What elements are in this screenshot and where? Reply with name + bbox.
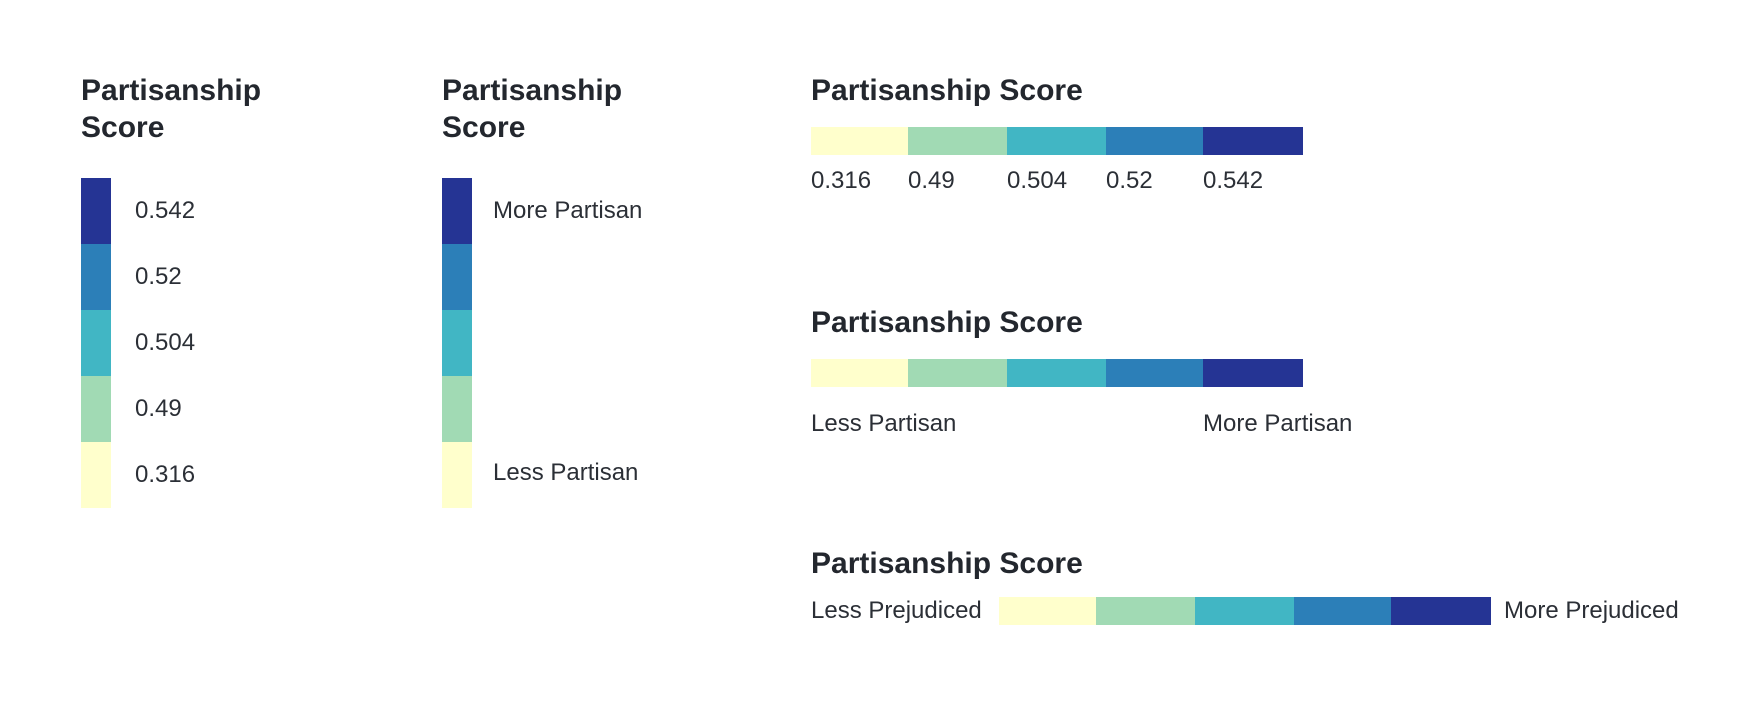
legend-title: Partisanship Score — [811, 74, 1083, 107]
scale-label-low: Less Prejudiced — [811, 597, 982, 624]
legend-vertical-numeric: Partisanship Score 0.542 0.52 0.504 0.49… — [81, 72, 341, 522]
color-swatch-bin5 — [442, 178, 472, 244]
scale-label: 0.316 — [811, 167, 872, 194]
color-scale-bar — [811, 127, 1371, 155]
color-swatch-bin3 — [442, 310, 472, 376]
color-swatch-bin5 — [1203, 127, 1303, 155]
legend-horizontal-numeric: Partisanship Score 0.316 0.49 0.504 0.52… — [811, 72, 1371, 212]
legend-title: Partisanship Score — [81, 74, 262, 144]
color-swatch-bin3 — [1007, 127, 1106, 155]
scale-labels: 0.316 0.49 0.504 0.52 0.542 — [811, 167, 1371, 207]
color-swatch-bin4 — [81, 244, 111, 310]
scale-label: 0.542 — [135, 197, 196, 224]
scale-label: 0.52 — [1106, 167, 1153, 194]
color-scale-bar — [442, 178, 472, 508]
color-swatch-bin2 — [1096, 597, 1195, 625]
color-swatch-bin5 — [1203, 359, 1303, 387]
scale-label-high: More Partisan — [1203, 410, 1353, 437]
scale-label: 0.49 — [135, 395, 182, 422]
legend-title: Partisanship Score — [811, 547, 1083, 580]
color-swatch-bin3 — [1007, 359, 1106, 387]
color-scale-bar — [999, 597, 1491, 625]
scale-label: 0.49 — [908, 167, 955, 194]
color-swatch-bin1 — [999, 597, 1096, 625]
color-swatch-bin1 — [811, 127, 908, 155]
legend-horizontal-text: Partisanship Score Less Partisan More Pa… — [811, 304, 1411, 444]
color-swatch-bin5 — [1391, 597, 1491, 625]
color-swatch-bin1 — [81, 442, 111, 508]
color-scale-bar — [811, 359, 1411, 387]
scale-label: 0.504 — [1007, 167, 1068, 194]
legend-vertical-text: Partisanship Score More Partisan Less Pa… — [442, 72, 742, 522]
color-swatch-bin2 — [442, 376, 472, 442]
color-swatch-bin1 — [442, 442, 472, 508]
scale-label-high: More Prejudiced — [1504, 597, 1679, 624]
legend-title: Partisanship Score — [811, 306, 1083, 339]
color-swatch-bin3 — [81, 310, 111, 376]
color-swatch-bin4 — [442, 244, 472, 310]
color-swatch-bin4 — [1106, 359, 1203, 387]
color-swatch-bin2 — [908, 127, 1007, 155]
scale-label: 0.52 — [135, 263, 182, 290]
scale-labels: Less Partisan More Partisan — [811, 410, 1411, 450]
legend-title: Partisanship Score — [442, 74, 623, 144]
color-swatch-bin2 — [81, 376, 111, 442]
color-swatch-bin3 — [1195, 597, 1294, 625]
scale-label-low: Less Partisan — [811, 410, 957, 437]
color-swatch-bin4 — [1294, 597, 1391, 625]
scale-label: 0.504 — [135, 329, 196, 356]
scale-label: 0.316 — [135, 461, 196, 488]
legend-horizontal-inline: Partisanship Score Less Prejudiced More … — [811, 545, 1711, 645]
scale-label-low: Less Partisan — [493, 459, 639, 486]
color-scale-bar — [81, 178, 111, 508]
scale-label-high: More Partisan — [493, 197, 643, 224]
color-swatch-bin2 — [908, 359, 1007, 387]
color-swatch-bin1 — [811, 359, 908, 387]
color-swatch-bin5 — [81, 178, 111, 244]
color-swatch-bin4 — [1106, 127, 1203, 155]
scale-label: 0.542 — [1203, 167, 1264, 194]
color-scale-row: Less Prejudiced More Prejudiced — [811, 597, 1711, 625]
